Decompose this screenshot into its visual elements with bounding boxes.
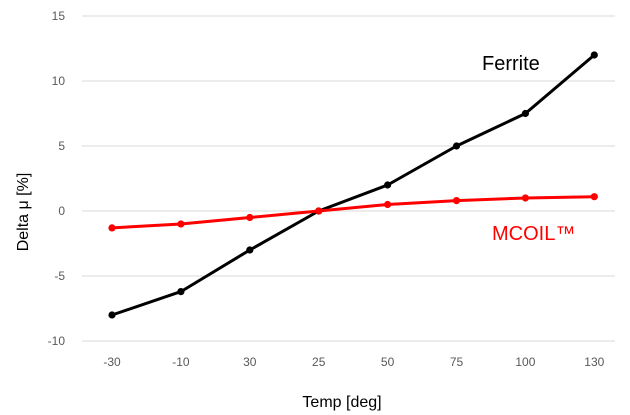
x-tick-label: -30: [103, 355, 121, 369]
x-tick-labels: -30 -10 30 25 50 75 100 130: [103, 355, 604, 369]
y-tick-label: -10: [48, 334, 66, 348]
data-point-ferrite: [108, 311, 116, 319]
y-tick-label: 5: [58, 139, 65, 153]
x-tick-label: 130: [584, 355, 604, 369]
x-tick-label: 30: [243, 355, 257, 369]
data-point-mcoil: [177, 220, 185, 228]
x-tick-label: 75: [450, 355, 464, 369]
gridlines: [82, 15, 615, 342]
data-point-ferrite: [177, 288, 185, 296]
y-tick-labels: -10 -5 0 5 10 15: [48, 9, 66, 348]
data-point-mcoil: [590, 193, 598, 201]
x-tick-label: 100: [515, 355, 535, 369]
y-tick-label: 10: [52, 74, 66, 88]
y-tick-label: -5: [54, 269, 65, 283]
x-tick-label: -10: [172, 355, 190, 369]
data-point-ferrite: [452, 142, 461, 150]
x-tick-label: 25: [312, 355, 326, 369]
series-line-mcoil: [111, 195, 595, 230]
y-tick-label: 0: [58, 204, 65, 218]
series-lines: [111, 53, 596, 317]
y-axis-title: Delta μ [%]: [15, 173, 32, 252]
data-point-ferrite: [384, 181, 392, 189]
data-point-mcoil: [384, 200, 392, 209]
data-point-mcoil: [452, 197, 461, 205]
data-points: [108, 51, 598, 319]
data-point-mcoil: [521, 194, 530, 202]
series-label-mcoil: MCOIL™: [492, 223, 575, 245]
y-tick-label: 15: [52, 9, 66, 23]
x-axis-title: Temp [deg]: [302, 394, 381, 411]
data-point-ferrite: [246, 246, 254, 254]
x-tick-label: 50: [381, 355, 395, 369]
series-line-ferrite: [111, 53, 596, 317]
data-point-mcoil: [246, 213, 254, 222]
data-point-mcoil: [108, 224, 116, 232]
data-point-ferrite: [590, 51, 598, 59]
data-point-mcoil: [315, 207, 323, 215]
series-label-ferrite: Ferrite: [482, 53, 540, 75]
data-point-ferrite: [521, 109, 530, 118]
